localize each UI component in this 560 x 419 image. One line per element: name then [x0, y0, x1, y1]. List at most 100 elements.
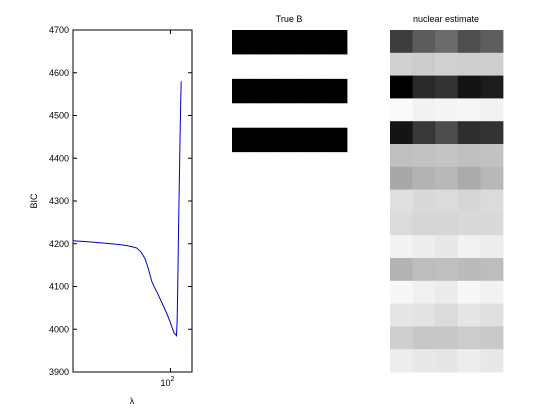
nuclear-cell-14-4 — [480, 349, 504, 373]
true-b-cell-3-4 — [324, 103, 348, 129]
true-b-cell-0-4 — [324, 30, 348, 55]
true-b-cell-12-4 — [324, 323, 348, 348]
true-b-cell-2-3 — [301, 78, 325, 104]
true-b-cell-13-0 — [232, 347, 256, 373]
true-b-cell-1-3 — [301, 54, 325, 80]
nuclear-cell-6-4 — [480, 166, 504, 190]
nuclear-cell-13-3 — [457, 326, 481, 350]
true-b-cell-11-2 — [278, 298, 302, 324]
nuclear-cell-11-3 — [457, 280, 481, 304]
nuclear-cell-5-4 — [480, 144, 504, 168]
nuclear-cell-11-1 — [412, 280, 436, 304]
nuclear-cell-11-2 — [435, 280, 459, 304]
true-b-cell-9-1 — [255, 249, 279, 275]
true-b-cell-10-3 — [301, 274, 325, 300]
nuclear-cell-7-2 — [435, 189, 459, 213]
true-b-cell-7-0 — [232, 201, 256, 226]
true-b-cell-5-4 — [324, 152, 348, 177]
nuclear-cell-10-0 — [390, 258, 413, 282]
nuclear-cell-9-4 — [480, 235, 504, 259]
nuclear-cell-10-2 — [435, 258, 459, 282]
nuclear-cell-1-3 — [457, 52, 481, 76]
nuclear-cell-5-0 — [390, 144, 413, 168]
true-b-cell-12-1 — [255, 323, 279, 348]
true-b-cell-11-4 — [324, 298, 348, 324]
nuclear-cell-14-1 — [412, 349, 436, 373]
y-tick-label-3: 4200 — [49, 239, 69, 249]
true-b-cell-5-2 — [278, 152, 302, 177]
true-b-cell-10-0 — [232, 274, 256, 300]
nuclear-cell-10-4 — [480, 258, 504, 282]
true-b-heatmap: True B — [232, 14, 348, 373]
y-tick-label-1: 4000 — [49, 324, 69, 334]
true-b-cell-4-2 — [278, 127, 302, 153]
x-axis-label: λ — [130, 396, 135, 406]
true-b-cell-9-2 — [278, 249, 302, 275]
nuclear-cell-8-2 — [435, 212, 459, 236]
y-tick-label-6: 4500 — [49, 111, 69, 121]
nuclear-cell-6-0 — [390, 166, 413, 190]
nuclear-cell-6-1 — [412, 166, 436, 190]
nuclear-cell-2-0 — [390, 75, 413, 99]
y-axis-ticks: 3900 4000 4100 4200 4300 4400 4500 4600 4700 — [49, 25, 192, 377]
true-b-cells — [232, 30, 348, 373]
nuclear-cell-8-0 — [390, 212, 413, 236]
nuclear-cell-12-0 — [390, 303, 413, 327]
true-b-cell-2-4 — [324, 78, 348, 104]
nuclear-cell-11-0 — [390, 280, 413, 304]
nuclear-cell-8-3 — [457, 212, 481, 236]
nuclear-cell-13-0 — [390, 326, 413, 350]
true-b-cell-7-4 — [324, 201, 348, 226]
true-b-cell-8-1 — [255, 225, 279, 251]
nuclear-cell-7-4 — [480, 189, 504, 213]
true-b-cell-6-4 — [324, 176, 348, 202]
nuclear-cell-1-1 — [412, 52, 436, 76]
nuclear-cell-9-0 — [390, 235, 413, 259]
true-b-cell-8-2 — [278, 225, 302, 251]
nuclear-cell-7-1 — [412, 189, 436, 213]
nuclear-cell-1-2 — [435, 52, 459, 76]
nuclear-cell-8-4 — [480, 212, 504, 236]
true-b-title: True B — [276, 14, 303, 24]
nuclear-cell-1-0 — [390, 52, 413, 76]
y-tick-label-0: 3900 — [49, 367, 69, 377]
nuclear-cell-13-4 — [480, 326, 504, 350]
true-b-cell-4-1 — [255, 127, 279, 153]
y-tick-label-5: 4400 — [49, 153, 69, 163]
nuclear-cell-9-1 — [412, 235, 436, 259]
true-b-cell-1-1 — [255, 54, 279, 80]
nuclear-cell-8-1 — [412, 212, 436, 236]
true-b-cell-13-3 — [301, 347, 325, 373]
nuclear-cell-4-2 — [435, 121, 459, 145]
nuclear-cell-7-3 — [457, 189, 481, 213]
nuclear-cell-9-2 — [435, 235, 459, 259]
true-b-cell-5-3 — [301, 152, 325, 177]
true-b-cell-3-2 — [278, 103, 302, 129]
nuclear-cell-1-4 — [480, 52, 504, 76]
nuclear-estimate-title: nuclear estimate — [413, 14, 479, 24]
true-b-cell-7-2 — [278, 201, 302, 226]
nuclear-cell-14-0 — [390, 349, 413, 373]
y-tick-label-2: 4100 — [49, 282, 69, 292]
true-b-cell-12-0 — [232, 323, 256, 348]
true-b-cell-11-3 — [301, 298, 325, 324]
nuclear-cell-4-0 — [390, 121, 413, 145]
nuclear-cell-0-2 — [435, 30, 459, 54]
true-b-cell-12-3 — [301, 323, 325, 348]
true-b-cell-3-3 — [301, 103, 325, 129]
true-b-cell-2-0 — [232, 78, 256, 104]
nuclear-cell-0-0 — [390, 30, 413, 54]
nuclear-cell-10-1 — [412, 258, 436, 282]
x-tick-label-0: 102 — [160, 376, 174, 388]
true-b-cell-6-3 — [301, 176, 325, 202]
true-b-cell-1-0 — [232, 54, 256, 80]
true-b-cell-10-4 — [324, 274, 348, 300]
nuclear-cell-3-4 — [480, 98, 504, 122]
bic-series-line — [72, 81, 182, 337]
y-tick-label-4: 4300 — [49, 196, 69, 206]
true-b-cell-7-3 — [301, 201, 325, 226]
true-b-cell-5-1 — [255, 152, 279, 177]
plot-frame — [72, 29, 193, 373]
nuclear-cell-3-3 — [457, 98, 481, 122]
